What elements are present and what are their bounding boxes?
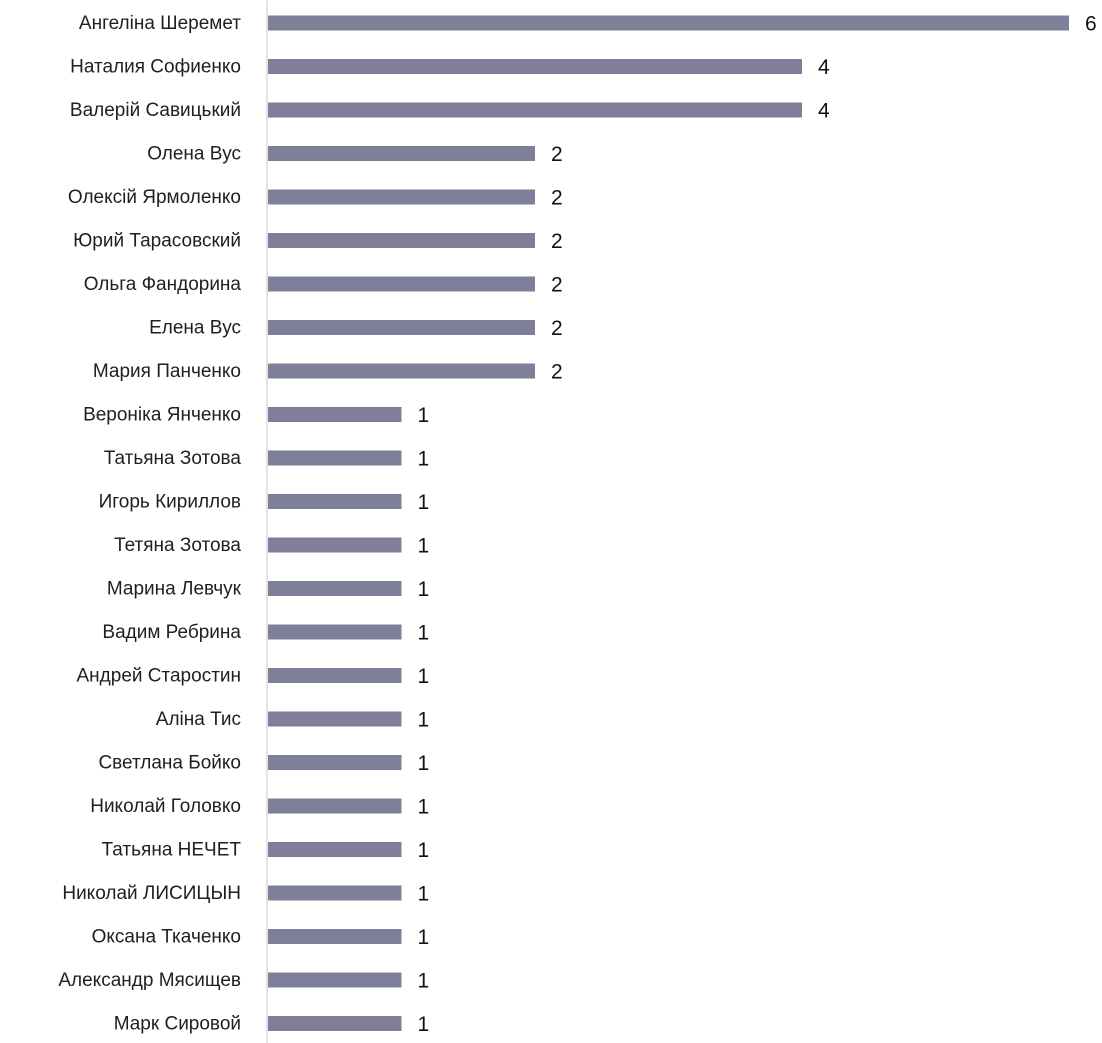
category-label: Тетяна Зотова: [114, 535, 241, 556]
bar: [268, 320, 535, 335]
category-label: Ангеліна Шеремет: [79, 13, 241, 34]
category-label: Валерій Савицький: [70, 100, 241, 121]
value-label: 1: [418, 491, 430, 514]
category-label: Андрей Старостин: [77, 666, 242, 687]
bar: [268, 15, 1069, 31]
value-label: 1: [418, 665, 430, 688]
bar: [268, 624, 402, 640]
bar: [268, 233, 535, 248]
bar: [268, 494, 402, 509]
bar: [268, 581, 402, 596]
category-label: Олексій Ярмоленко: [68, 187, 241, 208]
category-label: Марк Сировой: [114, 1014, 241, 1035]
category-label: Татьяна НЕЧЕТ: [102, 840, 242, 861]
bar: [268, 798, 402, 814]
value-label: 1: [418, 926, 430, 949]
bar: [268, 102, 802, 118]
category-label: Светлана Бойко: [98, 753, 241, 774]
bar: [268, 189, 535, 205]
bar: [268, 450, 402, 466]
value-label: 2: [551, 274, 563, 297]
value-label: 1: [418, 535, 430, 558]
category-label: Олена Вус: [147, 144, 241, 165]
value-label: 1: [418, 970, 430, 993]
value-label: 1: [418, 839, 430, 862]
category-label: Ольга Фандорина: [84, 274, 242, 295]
value-label: 2: [551, 187, 563, 210]
bar: [268, 929, 402, 944]
category-label: Николай ЛИСИЦЫН: [62, 883, 241, 904]
category-label: Марина Левчук: [107, 579, 242, 600]
bars-group: [268, 15, 1069, 1031]
value-label: 2: [551, 143, 563, 166]
value-label: 2: [551, 361, 563, 384]
bar: [268, 146, 535, 161]
bar: [268, 1016, 402, 1031]
value-label: 4: [818, 56, 830, 79]
value-label: 1: [418, 404, 430, 427]
bar: [268, 972, 402, 988]
category-label: Мария Панченко: [93, 361, 241, 382]
category-label: Елена Вус: [149, 318, 241, 339]
value-labels: 6 4 4 2 2 2 2 2 2 1 1 1 1 1 1 1 1 1 1 1 1 1 1 1: [418, 13, 1097, 1037]
bar: [268, 363, 535, 379]
value-label: 1: [418, 709, 430, 732]
category-label: Игорь Кириллов: [99, 492, 241, 513]
value-label: 1: [418, 796, 430, 819]
value-label: 1: [418, 883, 430, 906]
bar: [268, 407, 402, 422]
category-label: Оксана Ткаченко: [92, 927, 241, 948]
bar: [268, 537, 402, 553]
bar: [268, 59, 802, 74]
category-label: Наталия Софиенко: [70, 57, 241, 78]
category-label: Аліна Тис: [156, 709, 241, 730]
bar: [268, 668, 402, 683]
category-label: Вероніка Янченко: [83, 405, 241, 426]
category-labels: Ангеліна Шеремет Наталия Софиенко Валерій …: [58, 13, 241, 1035]
value-label: 1: [418, 752, 430, 775]
bar: [268, 842, 402, 857]
value-label: 1: [418, 448, 430, 471]
category-label: Николай Головко: [90, 796, 241, 817]
bar: [268, 276, 535, 292]
category-label: Татьяна Зотова: [104, 448, 242, 469]
bar: [268, 755, 402, 770]
category-label: Юрий Тарасовский: [73, 231, 241, 252]
bar: [268, 711, 402, 727]
value-label: 1: [418, 1013, 430, 1036]
value-label: 6: [1085, 13, 1097, 36]
value-label: 1: [418, 622, 430, 645]
category-label: Вадим Ребрина: [102, 622, 241, 643]
value-label: 4: [818, 100, 830, 123]
value-label: 2: [551, 317, 563, 340]
value-label: 1: [418, 578, 430, 601]
category-label: Александр Мясищев: [58, 970, 241, 991]
value-label: 2: [551, 230, 563, 253]
bar: [268, 885, 402, 901]
